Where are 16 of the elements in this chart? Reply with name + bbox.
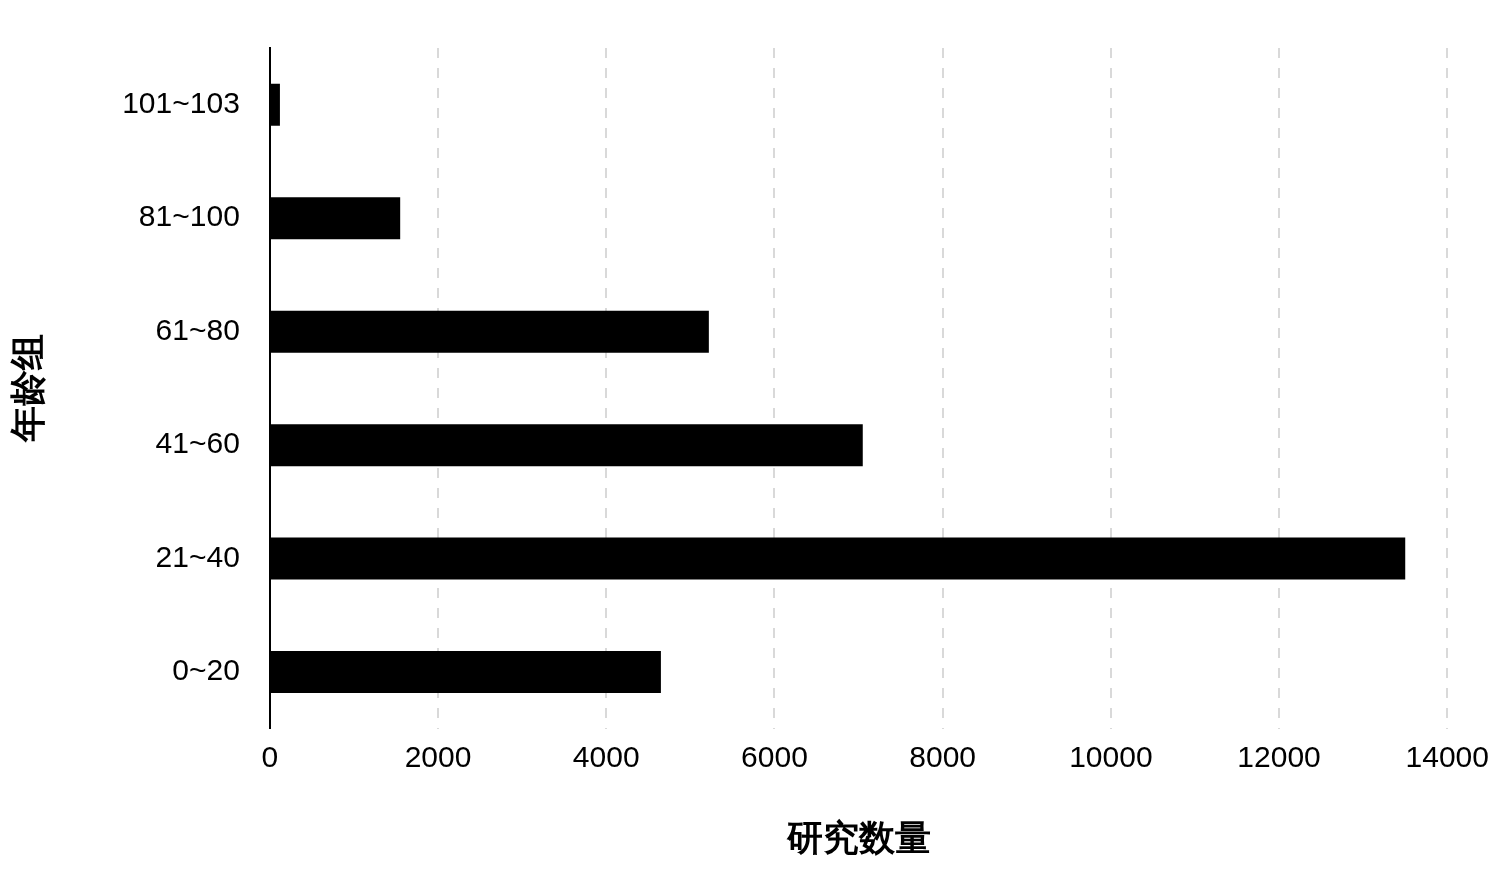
y-tick-label: 41~60 xyxy=(155,426,240,460)
y-tick-label: 101~103 xyxy=(122,86,240,119)
x-tick-label: 6000 xyxy=(741,740,808,774)
x-tick-label: 4000 xyxy=(572,740,640,774)
x-tick-label: 12000 xyxy=(1237,740,1321,774)
x-tick-label: 0 xyxy=(261,740,279,774)
y-tick-label: 81~100 xyxy=(138,199,240,233)
x-tick-label: 14000 xyxy=(1405,740,1490,774)
y-tick-label: 21~40 xyxy=(155,539,240,573)
x-tick-label: 10000 xyxy=(1069,740,1153,774)
y-tick-label: 61~80 xyxy=(155,312,240,346)
x-tick-label: 8000 xyxy=(909,740,977,774)
y-tick-label: 0~20 xyxy=(172,653,240,687)
x-tick-label: 2000 xyxy=(404,740,472,774)
x-axis-title: 研究数量 xyxy=(785,816,931,858)
y-axis-title: 年龄组 xyxy=(6,334,48,444)
